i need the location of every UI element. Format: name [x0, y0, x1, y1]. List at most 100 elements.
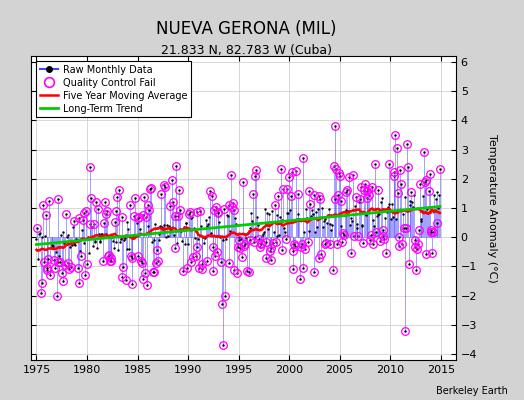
Point	[364, 186, 373, 192]
Point	[58, 269, 66, 276]
Point	[130, 213, 138, 220]
Point	[260, 206, 269, 212]
Point	[105, 252, 113, 258]
Point	[353, 221, 362, 227]
Point	[161, 184, 170, 190]
Point	[427, 227, 435, 234]
Point	[163, 222, 171, 228]
Point	[142, 214, 150, 220]
Point	[187, 259, 195, 265]
Point	[47, 245, 55, 251]
Point	[348, 218, 356, 224]
Point	[198, 260, 206, 267]
Point	[287, 193, 295, 199]
Point	[82, 208, 90, 214]
Point	[223, 212, 231, 218]
Point	[157, 191, 165, 197]
Point	[121, 235, 129, 242]
Point	[299, 155, 308, 161]
Point	[378, 194, 386, 201]
Point	[290, 241, 298, 247]
Point	[246, 236, 255, 243]
Point	[195, 264, 203, 271]
Point	[358, 223, 367, 230]
Point	[321, 215, 330, 222]
Point	[313, 206, 322, 212]
Point	[178, 238, 187, 244]
Point	[284, 210, 292, 216]
Point	[322, 240, 330, 246]
Point	[397, 180, 406, 187]
Point	[266, 248, 274, 254]
Point	[152, 259, 160, 266]
Point	[277, 247, 286, 254]
Point	[252, 173, 260, 179]
Point	[363, 194, 372, 201]
Point	[209, 244, 217, 250]
Point	[295, 216, 303, 222]
Point	[248, 217, 256, 224]
Point	[359, 240, 367, 246]
Point	[238, 254, 246, 260]
Point	[243, 268, 251, 274]
Point	[260, 229, 268, 235]
Point	[120, 236, 128, 243]
Point	[124, 226, 133, 232]
Point	[288, 169, 296, 175]
Point	[73, 237, 81, 244]
Point	[402, 225, 410, 232]
Point	[304, 228, 313, 234]
Point	[219, 342, 227, 348]
Point	[184, 241, 192, 248]
Point	[414, 226, 423, 233]
Point	[435, 192, 443, 198]
Point	[52, 249, 60, 256]
Point	[196, 223, 205, 229]
Point	[187, 215, 195, 222]
Point	[270, 202, 279, 208]
Point	[123, 219, 131, 225]
Point	[429, 228, 438, 235]
Point	[381, 215, 389, 222]
Point	[420, 149, 428, 156]
Point	[136, 226, 144, 232]
Point	[350, 232, 358, 239]
Point	[126, 202, 134, 208]
Point	[170, 232, 178, 238]
Point	[68, 242, 76, 248]
Point	[431, 196, 440, 202]
Legend: Raw Monthly Data, Quality Control Fail, Five Year Moving Average, Long-Term Tren: Raw Monthly Data, Quality Control Fail, …	[36, 61, 191, 117]
Point	[330, 163, 338, 169]
Point	[228, 200, 237, 206]
Point	[302, 206, 310, 212]
Point	[406, 197, 414, 204]
Point	[416, 181, 424, 188]
Point	[313, 224, 321, 230]
Point	[77, 253, 85, 260]
Point	[423, 206, 431, 212]
Point	[132, 233, 140, 239]
Point	[352, 224, 361, 231]
Point	[215, 218, 223, 225]
Point	[236, 245, 245, 251]
Point	[134, 215, 143, 221]
Point	[79, 216, 87, 223]
Point	[266, 257, 275, 264]
Point	[288, 266, 297, 272]
Point	[75, 215, 84, 222]
Point	[66, 244, 74, 250]
Point	[125, 246, 133, 252]
Point	[163, 232, 172, 239]
Point	[64, 260, 73, 266]
Point	[45, 198, 53, 204]
Point	[320, 218, 328, 224]
Point	[53, 196, 62, 202]
Point	[96, 239, 105, 245]
Point	[412, 266, 420, 273]
Point	[170, 245, 179, 252]
Text: NUEVA GERONA (MIL): NUEVA GERONA (MIL)	[156, 20, 336, 38]
Point	[418, 208, 427, 214]
Point	[393, 145, 401, 152]
Point	[192, 244, 201, 250]
Point	[169, 199, 177, 206]
